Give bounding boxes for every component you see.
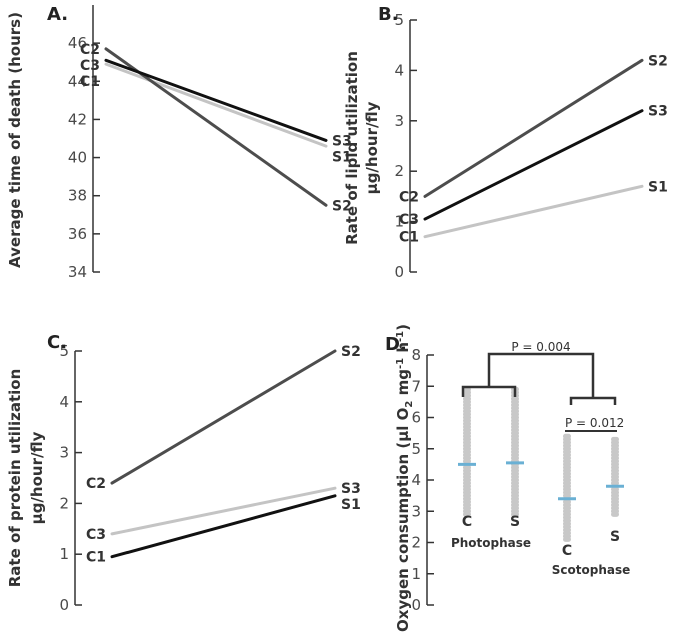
p3-y-tick-label: 5 xyxy=(59,342,69,360)
p4-phase-scotophase: Scotophase xyxy=(552,563,631,577)
p2-label-s2: S2 xyxy=(648,53,668,69)
p4-panel-label: D. xyxy=(385,334,407,355)
p4-point xyxy=(611,436,619,442)
p2-y-tick-label: 4 xyxy=(394,61,404,79)
p3-series-c1-line xyxy=(110,494,337,559)
p4-group-label-1: C xyxy=(462,514,472,530)
p4-y-axis-label-part: h xyxy=(394,342,412,358)
p1-y-tick-label: 44 xyxy=(68,72,87,90)
p2-series-c3-line xyxy=(423,109,644,221)
p3-y-tick-label: 1 xyxy=(59,545,69,563)
p4-group-label-4: S xyxy=(610,529,620,545)
p3-y-tick-label: 2 xyxy=(59,494,69,512)
p3-label-s3: S3 xyxy=(341,481,361,497)
p1-y-tick-label: 40 xyxy=(68,149,87,167)
p1-y-tick-label: 42 xyxy=(68,110,87,128)
p4-bracket-scotophase xyxy=(569,396,617,405)
p3-panel-label: C. xyxy=(47,332,67,353)
p1-y-axis-label: Average time of death (hours) xyxy=(6,12,24,268)
p2-label-s1: S1 xyxy=(648,179,668,195)
p4-y-axis-label-part: mg xyxy=(394,369,412,401)
p4-y-axis-label-part: -1 xyxy=(395,331,406,342)
p2-y-axis-label-line2: µg/hour/fly xyxy=(363,101,381,194)
p1-label-s3: S3 xyxy=(332,133,352,149)
p4-y-tick-label: 4 xyxy=(411,471,421,489)
p4-group-label-2: S xyxy=(510,514,520,530)
p1-y-tick-label: 34 xyxy=(68,263,87,281)
p3-series-c2-line xyxy=(110,349,337,485)
p1-label-c3: C3 xyxy=(80,58,100,74)
p4-y-axis-label-part: 2 xyxy=(404,401,415,408)
p4-y-axis-label: Oxygen consumption (µl O2 mg-1 h-1) xyxy=(394,324,415,632)
p4-group-label-3: C xyxy=(562,543,572,559)
p3-label-c1: C1 xyxy=(86,550,106,566)
p4-y-tick-label: 5 xyxy=(411,440,421,458)
p1-series-c3-line xyxy=(104,58,328,142)
p3-y-axis-label-line1: Rate of protein utilization xyxy=(6,369,24,588)
p4-y-tick-label: 8 xyxy=(411,346,421,364)
p4-y-tick-label: 0 xyxy=(411,596,421,614)
p4-y-axis-label-part: Oxygen consumption (µl O xyxy=(394,408,412,632)
p3-y-axis-label-line2: µg/hour/fly xyxy=(28,431,46,524)
p1-label-c2: C2 xyxy=(80,42,100,58)
p2-y-tick-label: 3 xyxy=(394,112,404,130)
p2-y-axis-label-line1: Rate of lipid utilization xyxy=(343,51,361,245)
p3-label-s1: S1 xyxy=(341,497,361,513)
p2-series-c2-line xyxy=(423,58,644,198)
p4-y-axis-label-part: ) xyxy=(394,324,412,331)
p4-y-axis-label-part: -1 xyxy=(395,358,406,369)
p2-label-s3: S3 xyxy=(648,104,668,120)
p1-series-c1-line xyxy=(104,62,328,148)
p2-y-tick-label: 2 xyxy=(394,162,404,180)
p1-label-c1: C1 xyxy=(80,74,100,90)
p4-phase-photophase: Photophase xyxy=(451,536,531,550)
p4-y-tick-label: 2 xyxy=(411,534,421,552)
p2-label-c2: C2 xyxy=(399,189,419,205)
p1-label-s2: S2 xyxy=(332,198,352,214)
p3-label-s2: S2 xyxy=(341,344,361,360)
p3-y-tick-label: 0 xyxy=(59,596,69,614)
p4-y-tick-label: 1 xyxy=(411,565,421,583)
p3-label-c3: C3 xyxy=(86,527,106,543)
p1-y-tick-label: 36 xyxy=(68,225,87,243)
p1-panel-label: A. xyxy=(47,4,68,25)
p2-label-c1: C1 xyxy=(399,230,419,246)
p3-y-tick-label: 3 xyxy=(59,444,69,462)
p1-y-tick-label: 38 xyxy=(68,187,87,205)
p2-y-tick-label: 5 xyxy=(394,11,404,29)
p4-p-value-1: P = 0.004 xyxy=(511,340,570,354)
p1-y-tick-label: 46 xyxy=(68,34,87,52)
p4-y-tick-label: 3 xyxy=(411,502,421,520)
p4-p-value-2: P = 0.012 xyxy=(565,416,624,430)
p2-series-c1-line xyxy=(423,184,644,239)
p1-label-s1: S1 xyxy=(332,149,352,165)
p3-series-c3-line xyxy=(110,486,337,536)
p3-y-tick-label: 4 xyxy=(59,393,69,411)
p2-label-c3: C3 xyxy=(399,212,419,228)
p2-panel-label: B. xyxy=(378,4,399,25)
p4-y-tick-label: 6 xyxy=(411,409,421,427)
p4-bracket-between xyxy=(487,352,595,398)
p2-y-tick-label: 1 xyxy=(394,213,404,231)
p4-point xyxy=(563,433,571,439)
p3-label-c2: C2 xyxy=(86,476,106,492)
p2-y-tick-label: 0 xyxy=(394,263,404,281)
p4-y-tick-label: 7 xyxy=(411,377,421,395)
